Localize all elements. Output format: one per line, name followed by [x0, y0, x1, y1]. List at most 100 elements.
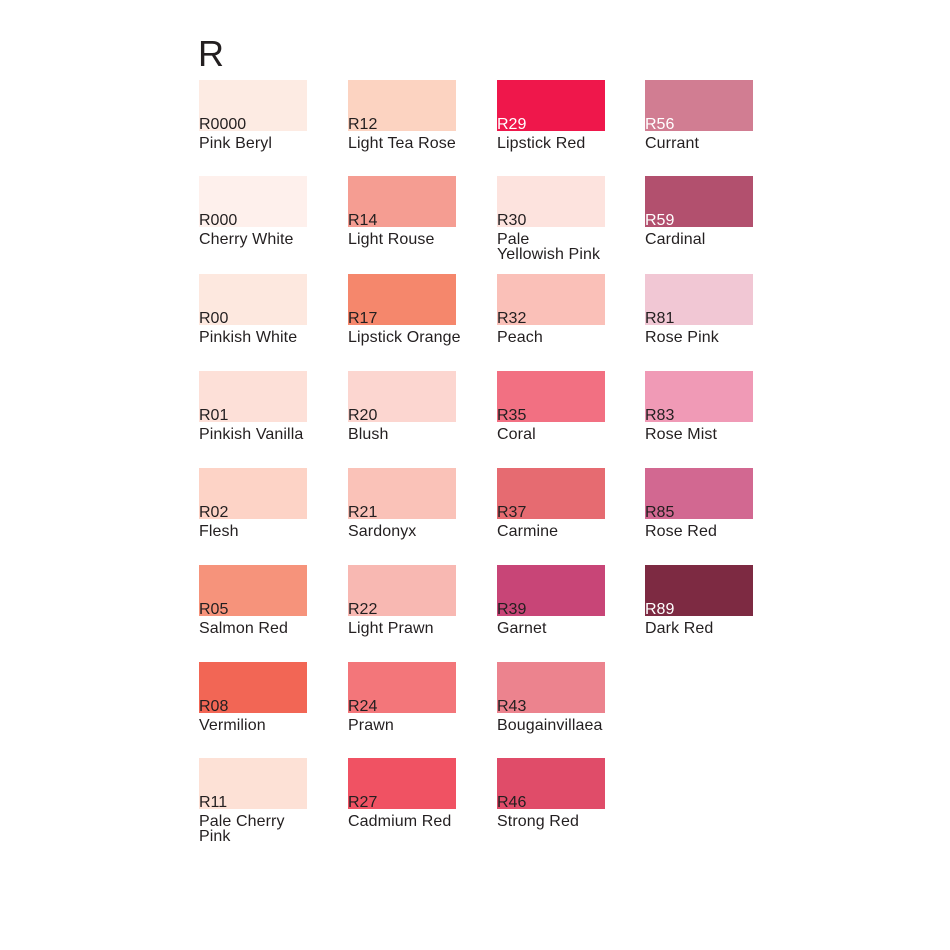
color-swatch-item: R81 Rose Pink: [645, 274, 765, 346]
color-code: R20: [348, 407, 378, 424]
color-code: R24: [348, 698, 378, 715]
color-swatch: R43: [497, 662, 605, 715]
color-swatch-item: R02 Flesh: [199, 468, 319, 540]
color-code: R56: [645, 116, 675, 133]
color-swatch-item: R59 Cardinal: [645, 176, 765, 248]
color-swatch: R12: [348, 80, 456, 133]
color-swatch: R89: [645, 565, 753, 618]
color-swatch-item: R56 Currant: [645, 80, 765, 152]
color-swatch: R83: [645, 371, 753, 424]
color-name: Dark Red: [645, 620, 714, 637]
color-swatch: R05: [199, 565, 307, 618]
color-code: R14: [348, 212, 378, 229]
color-swatch-item: R0000 Pink Beryl: [199, 80, 319, 152]
color-name: Cardinal: [645, 231, 706, 248]
color-code: R39: [497, 601, 527, 618]
color-name: Pale Yellowish Pink: [497, 231, 601, 263]
color-swatch: R08: [199, 662, 307, 715]
color-swatch: R32: [497, 274, 605, 327]
color-swatch: R27: [348, 758, 456, 811]
color-swatch-item: R24 Prawn: [348, 662, 468, 734]
color-code: R59: [645, 212, 675, 229]
color-swatch-item: R01 Pinkish Vanilla: [199, 371, 319, 443]
color-code: R46: [497, 794, 527, 811]
color-swatch-item: R000 Cherry White: [199, 176, 319, 248]
color-swatch: R37: [497, 468, 605, 521]
color-swatch-item: R37 Carmine: [497, 468, 617, 540]
color-code: R35: [497, 407, 527, 424]
color-swatch: R0000: [199, 80, 307, 133]
color-swatch-item: R43 Bougainvillaea: [497, 662, 617, 734]
color-code: R12: [348, 116, 378, 133]
color-swatch: R24: [348, 662, 456, 715]
color-name: Cadmium Red: [348, 813, 452, 830]
color-code: R32: [497, 310, 527, 327]
color-code: R00: [199, 310, 229, 327]
color-swatch-item: R12 Light Tea Rose: [348, 80, 468, 152]
color-name: Carmine: [497, 523, 559, 540]
color-swatch-item: R27 Cadmium Red: [348, 758, 468, 830]
color-code: R89: [645, 601, 675, 618]
color-swatch: R02: [199, 468, 307, 521]
color-name: Blush: [348, 426, 389, 443]
color-code: R83: [645, 407, 675, 424]
color-swatch-item: R20 Blush: [348, 371, 468, 443]
color-swatch-item: R14 Light Rouse: [348, 176, 468, 248]
color-name: Prawn: [348, 717, 394, 734]
color-name: Light Rouse: [348, 231, 435, 248]
page-title: R: [198, 33, 224, 74]
color-name: Strong Red: [497, 813, 579, 830]
color-swatch-item: R05 Salmon Red: [199, 565, 319, 637]
color-swatch-item: R21 Sardonyx: [348, 468, 468, 540]
color-swatch: R85: [645, 468, 753, 521]
color-swatch: R00: [199, 274, 307, 327]
color-name: Rose Pink: [645, 329, 719, 346]
color-name: Cherry White: [199, 231, 294, 248]
color-name: Flesh: [199, 523, 239, 540]
color-swatch: R59: [645, 176, 753, 229]
color-name: Pink Beryl: [199, 135, 273, 152]
color-code: R17: [348, 310, 378, 327]
color-swatch: R21: [348, 468, 456, 521]
color-swatch-item: R22 Light Prawn: [348, 565, 468, 637]
color-name: Lipstick Red: [497, 135, 586, 152]
color-name: Coral: [497, 426, 536, 443]
color-swatch: R000: [199, 176, 307, 229]
color-code: R08: [199, 698, 229, 715]
color-name: Lipstick Orange: [348, 329, 461, 346]
color-code: R37: [497, 504, 527, 521]
color-swatch-item: R30 Pale Yellowish Pink: [497, 176, 617, 263]
color-code: R21: [348, 504, 378, 521]
color-name: Currant: [645, 135, 700, 152]
color-swatch-item: R83 Rose Mist: [645, 371, 765, 443]
color-swatch: R81: [645, 274, 753, 327]
color-name: Salmon Red: [199, 620, 289, 637]
color-name: Bougainvillaea: [497, 717, 603, 734]
color-swatch: R39: [497, 565, 605, 618]
color-code: R29: [497, 116, 527, 133]
color-swatch-item: R17 Lipstick Orange: [348, 274, 468, 346]
color-name: Pale Cherry Pink: [199, 813, 285, 845]
color-swatch: R20: [348, 371, 456, 424]
color-swatch: R11: [199, 758, 307, 811]
color-name: Pinkish Vanilla: [199, 426, 304, 443]
color-code: R05: [199, 601, 229, 618]
color-name: Light Prawn: [348, 620, 434, 637]
color-swatch: R29: [497, 80, 605, 133]
color-code: R0000: [199, 116, 247, 133]
color-code: R43: [497, 698, 527, 715]
color-code: R22: [348, 601, 378, 618]
color-name: Pinkish White: [199, 329, 298, 346]
color-code: R30: [497, 212, 527, 229]
color-swatch-item: R46 Strong Red: [497, 758, 617, 830]
color-swatch-item: R39 Garnet: [497, 565, 617, 637]
color-swatch-item: R35 Coral: [497, 371, 617, 443]
color-code: R27: [348, 794, 378, 811]
color-code: R81: [645, 310, 675, 327]
color-swatch-item: R08 Vermilion: [199, 662, 319, 734]
color-code: R02: [199, 504, 229, 521]
color-swatch: R22: [348, 565, 456, 618]
color-name: Light Tea Rose: [348, 135, 456, 152]
color-swatch-item: R32 Peach: [497, 274, 617, 346]
color-swatch: R01: [199, 371, 307, 424]
